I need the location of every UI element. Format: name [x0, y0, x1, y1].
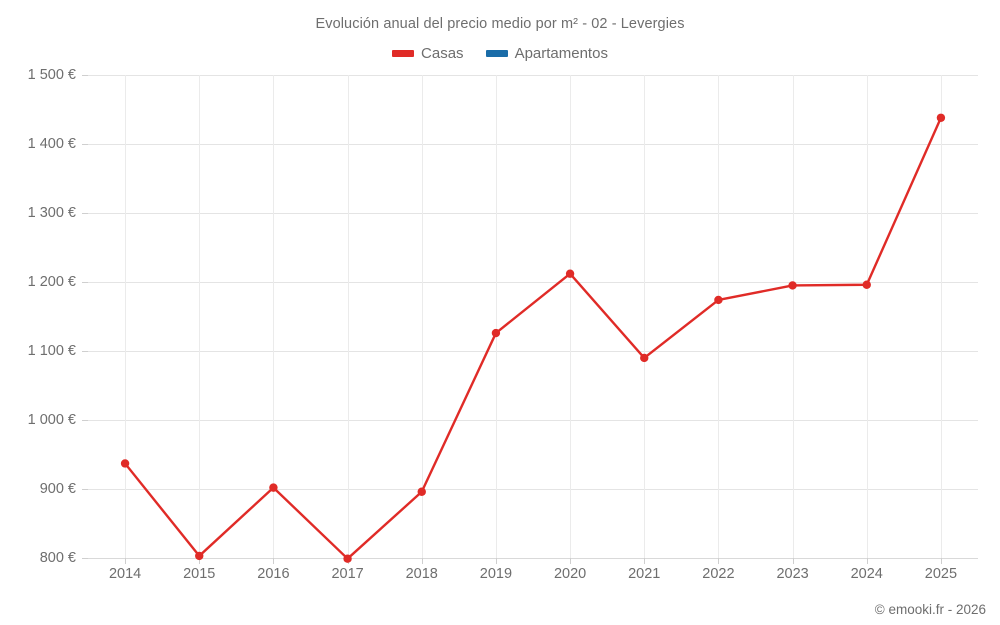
- gridline-horizontal: [88, 420, 978, 421]
- x-axis-tick-mark: [273, 558, 275, 564]
- x-axis-tick-label: 2018: [405, 566, 438, 582]
- data-point-marker[interactable]: [417, 487, 426, 496]
- series-line-casas: [123, 116, 943, 560]
- x-axis-tick-mark: [792, 558, 794, 564]
- x-axis-tick-label: 2014: [108, 566, 142, 582]
- data-point-marker[interactable]: [640, 353, 649, 363]
- x-axis-tick-label: 2015: [183, 566, 216, 582]
- line-swatch-icon: [485, 50, 508, 57]
- gridline-vertical: [421, 75, 423, 558]
- x-axis-tick-mark: [570, 558, 572, 564]
- data-point-marker[interactable]: [788, 281, 797, 290]
- x-axis-tick-mark: [940, 558, 942, 564]
- x-axis-tick-mark: [866, 558, 868, 564]
- x-axis-tick-mark: [199, 558, 201, 564]
- x-axis-line: [88, 558, 978, 559]
- data-point-marker[interactable]: [195, 551, 204, 561]
- x-axis-tick-label: 2017: [331, 566, 364, 582]
- x-axis-tick-mark: [644, 558, 646, 564]
- data-point-marker[interactable]: [936, 113, 946, 122]
- legend-label-apartamentos: Apartamentos: [514, 45, 608, 62]
- data-point-marker[interactable]: [565, 269, 575, 278]
- data-point-marker[interactable]: [862, 280, 871, 289]
- gridline-vertical: [347, 75, 349, 558]
- x-axis-tick-label: 2024: [850, 566, 883, 582]
- data-point-marker[interactable]: [343, 554, 352, 563]
- x-axis-tick-label: 2023: [776, 566, 809, 582]
- x-axis-tick-mark: [718, 558, 720, 564]
- x-axis-tick-mark: [125, 558, 127, 564]
- gridline-vertical: [792, 75, 794, 558]
- data-point-marker[interactable]: [120, 459, 130, 468]
- gridline-vertical: [125, 75, 127, 558]
- gridline-horizontal: [88, 489, 978, 490]
- x-axis-tick-label: 2016: [257, 566, 290, 582]
- x-axis-tick-label: 2021: [628, 566, 661, 582]
- x-axis-tick-label: 2022: [702, 566, 735, 582]
- legend-label-casas: Casas: [421, 45, 464, 62]
- gridline-horizontal: [88, 282, 978, 283]
- gridline-vertical: [866, 75, 868, 558]
- legend-item-casas[interactable]: Casas: [392, 45, 464, 62]
- chart-legend: Casas Apartamentos: [0, 45, 1000, 62]
- gridline-vertical: [273, 75, 275, 558]
- gridline-horizontal: [88, 213, 978, 214]
- data-point-marker[interactable]: [269, 483, 278, 492]
- gridline-vertical: [940, 75, 942, 558]
- x-axis-tick-label: 2019: [479, 566, 513, 582]
- legend-item-apartamentos[interactable]: Apartamentos: [485, 45, 608, 62]
- gridline-vertical: [495, 75, 497, 558]
- data-point-marker[interactable]: [491, 328, 501, 338]
- gridline-vertical: [570, 75, 572, 558]
- x-axis-tick-mark: [421, 558, 423, 564]
- x-axis-tick-label: 2025: [924, 566, 958, 582]
- data-point-marker[interactable]: [714, 295, 723, 305]
- chart-title: Evolución anual del precio medio por m² …: [315, 16, 685, 32]
- line-swatch-icon: [392, 50, 415, 57]
- gridline-vertical: [199, 75, 201, 558]
- gridline-horizontal: [88, 144, 978, 145]
- copyright-footer: © emooki.fr - 2026: [874, 602, 986, 617]
- x-axis-tick-mark: [495, 558, 497, 564]
- gridline-horizontal: [88, 75, 978, 76]
- x-axis-tick-label: 2020: [553, 566, 587, 582]
- gridline-horizontal: [88, 351, 978, 352]
- gridline-vertical: [644, 75, 646, 558]
- gridline-vertical: [718, 75, 720, 558]
